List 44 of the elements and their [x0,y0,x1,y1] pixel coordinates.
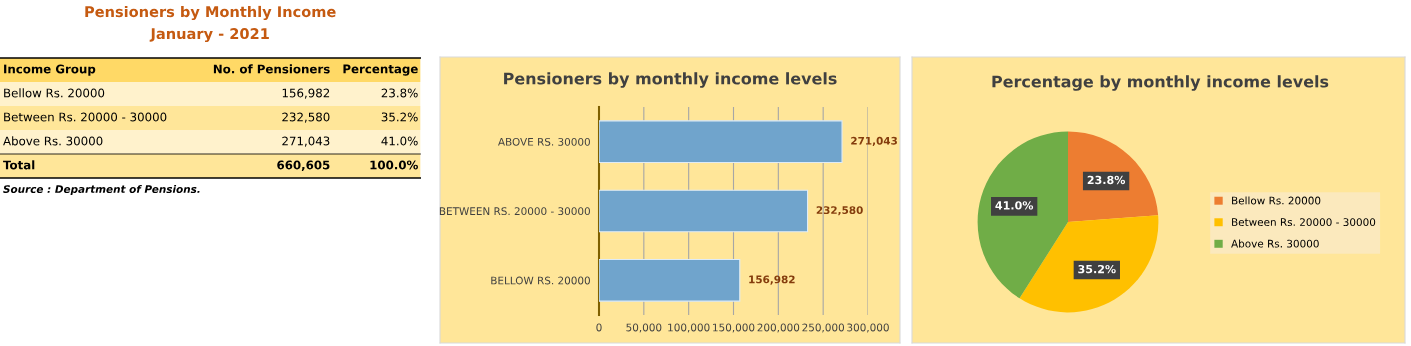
text: Percentage [343,64,418,76]
pie-slice [977,131,1068,299]
legend-label: Between Rs. 20000 - 30000 [1232,218,1376,227]
data-label: 156,982 [749,275,795,285]
data-label: 232,580 [816,206,863,216]
text: 100.0% [370,160,418,170]
chart-title: Pensioners by monthly income levels [504,72,837,88]
x-tick-label: 100,000 [668,323,710,333]
legend-label: Above Rs. 30000 [1231,239,1319,248]
y-tick-label: ABOVE RS. 30000 [498,137,590,146]
bar [599,189,809,233]
x-tick-label: 0 [596,323,602,332]
x-tick-label: 150,000 [713,323,755,333]
data-label: 35.2% [1078,264,1116,274]
text: No. of Pensioners [213,64,330,74]
text: 23.8% [381,88,418,98]
x-tick-label: 50,000 [626,323,662,333]
x-tick-label: 300,000 [847,323,889,333]
pie-slice [1019,215,1159,313]
y-tick-label: BETWEEN RS. 20000 - 30000 [439,207,590,216]
y-tick-label: BELLOW RS. 20000 [491,276,590,285]
text: Income Group [4,64,96,76]
text: Total [3,160,35,170]
data-label: 41.0% [995,201,1034,210]
text: 35.2% [381,112,418,122]
text: Bellow Rs. 20000 [4,88,105,98]
text: Between Rs. 20000 - 30000 [4,112,167,122]
data-label: 271,043 [851,136,897,147]
x-tick-label: 200,000 [757,323,800,333]
bar [599,258,741,302]
text: 41.0% [381,136,418,146]
data-label: 23.8% [1087,175,1126,185]
x-tick-label: 250,000 [802,323,845,333]
text: 271,043 [282,136,330,147]
chart-title: Percentage by monthly income levels [992,75,1329,91]
text: 660,605 [277,160,330,171]
source-note: Source : Department of Pensions. [3,184,200,196]
text: 232,580 [282,112,330,123]
bar [599,120,843,164]
text: Above Rs. 30000 [3,136,103,146]
text: 156,982 [282,88,330,99]
text: January - 2021 [149,28,269,43]
legend-label: Bellow Rs. 20000 [1232,196,1321,205]
text: Pensioners by Monthly Income [85,5,336,21]
